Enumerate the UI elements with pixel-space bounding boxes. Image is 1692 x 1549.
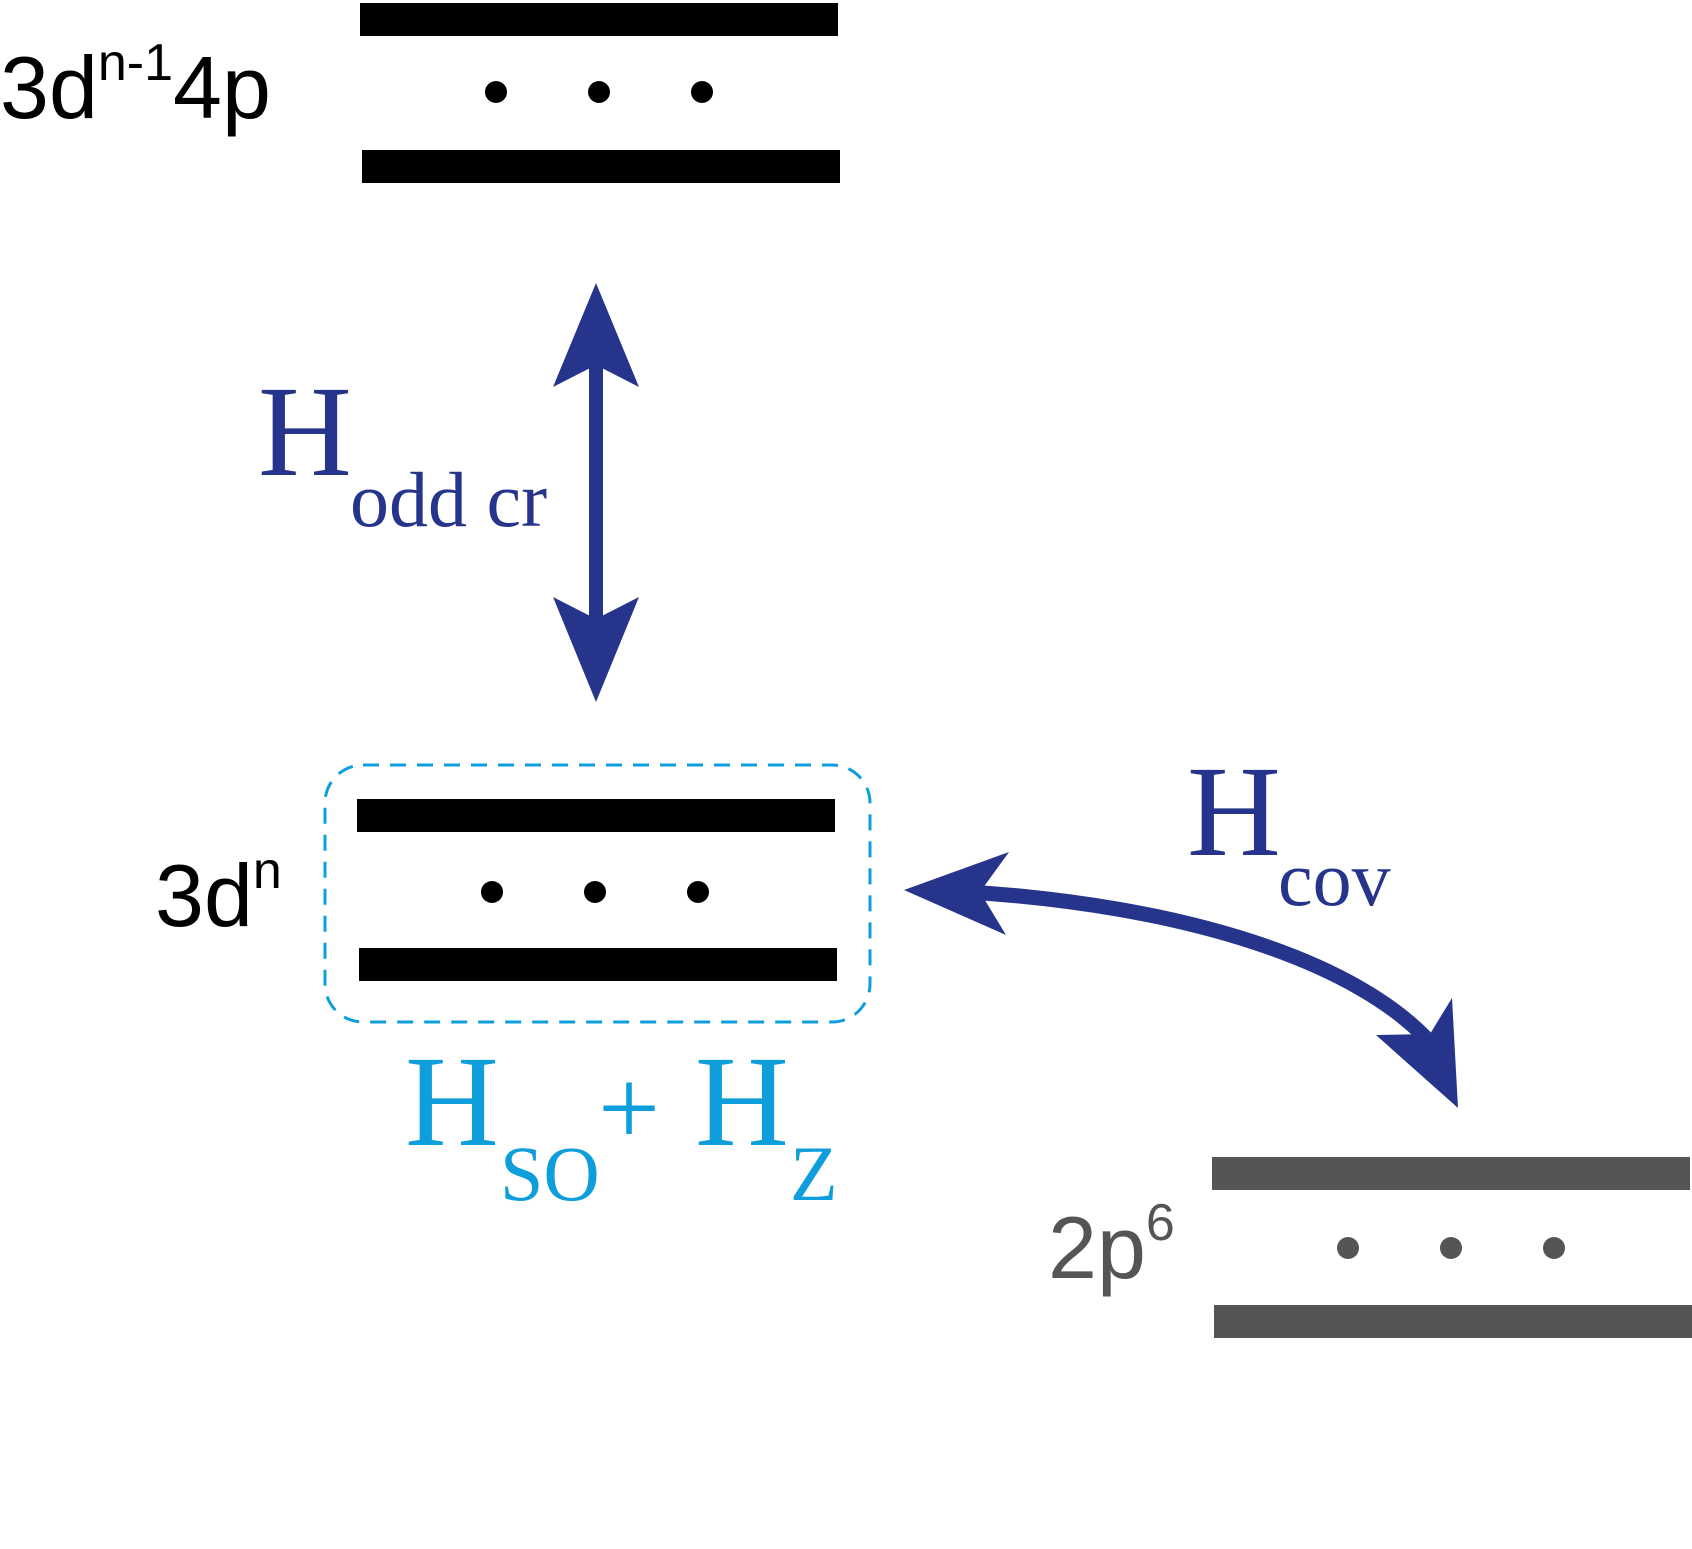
lower-level-group: 2p6 xyxy=(1048,1157,1692,1338)
upper-level-label: 3dn-14p xyxy=(0,34,271,137)
upper-level-dots xyxy=(485,81,713,103)
lower-level-top-line xyxy=(1212,1157,1690,1190)
lower-level-bottom-line xyxy=(1214,1305,1692,1338)
h-odd-cr-label: Hodd cr xyxy=(258,360,547,543)
middle-level-dots xyxy=(481,881,709,903)
upper-level-group: 3dn-14p xyxy=(0,3,840,183)
middle-level-label: 3dn xyxy=(155,842,282,945)
upper-level-top-line xyxy=(360,3,838,36)
lower-level-dots xyxy=(1337,1237,1565,1259)
middle-level-bottom-line xyxy=(359,948,837,981)
upper-level-bottom-line xyxy=(362,150,840,183)
h-cov-label: Hcov xyxy=(1187,740,1391,922)
h-so-plus-h-z-label: HSO+ HZ xyxy=(405,1030,838,1217)
lower-level-label: 2p6 xyxy=(1048,1194,1175,1297)
odd-cr-double-arrow xyxy=(553,283,639,702)
middle-level-top-line xyxy=(357,799,835,832)
middle-level-group: 3dn xyxy=(155,765,870,1022)
